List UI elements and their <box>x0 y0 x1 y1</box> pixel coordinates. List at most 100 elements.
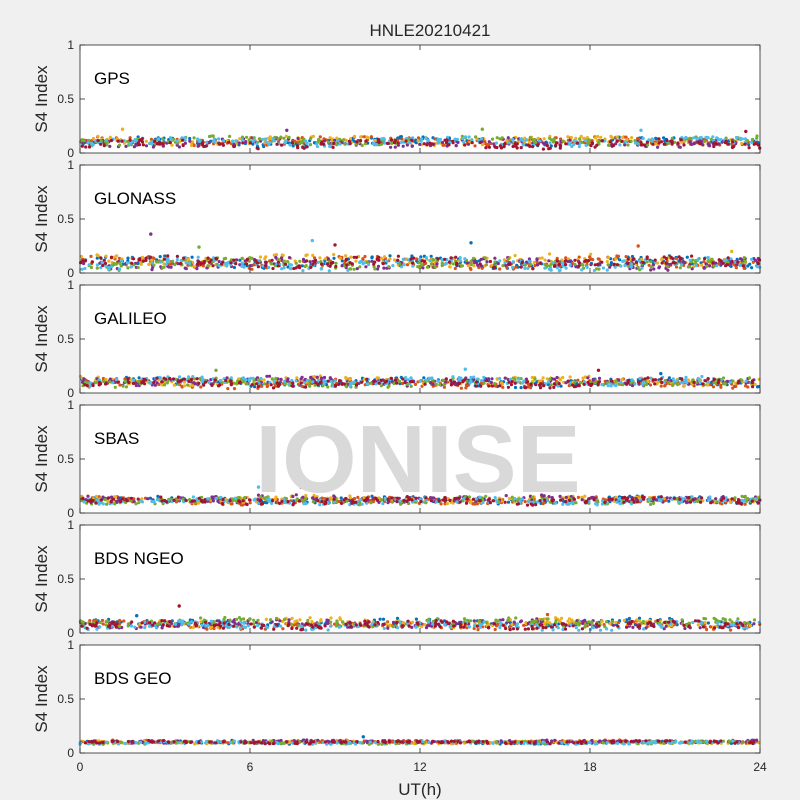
data-point <box>273 135 277 139</box>
data-point <box>543 258 547 262</box>
data-point <box>117 267 121 271</box>
data-point <box>382 266 386 270</box>
data-point <box>101 502 105 506</box>
data-point <box>736 260 740 264</box>
data-point <box>574 501 578 505</box>
data-point <box>529 382 533 386</box>
data-point <box>740 258 744 262</box>
data-point <box>86 381 90 385</box>
data-point <box>387 384 391 388</box>
data-point <box>132 145 136 149</box>
data-point <box>730 497 734 501</box>
data-point <box>513 377 517 381</box>
data-point <box>633 141 638 145</box>
data-point <box>332 141 336 146</box>
data-point <box>468 381 472 385</box>
data-point <box>478 140 482 144</box>
data-point <box>261 137 265 141</box>
data-point <box>441 378 445 382</box>
data-point <box>521 143 525 147</box>
data-point <box>176 495 180 499</box>
data-point <box>711 135 715 139</box>
data-point <box>493 496 497 500</box>
data-point <box>577 255 581 259</box>
data-point <box>171 377 176 381</box>
data-point <box>328 136 332 140</box>
data-point <box>621 383 625 387</box>
plot-area <box>80 45 760 153</box>
data-point <box>547 495 551 499</box>
data-point <box>431 257 435 262</box>
data-point <box>627 616 632 621</box>
data-point <box>144 139 148 143</box>
data-point <box>409 384 413 388</box>
data-point <box>626 380 630 385</box>
data-point <box>589 263 593 267</box>
data-point <box>209 258 213 262</box>
data-point <box>322 378 326 382</box>
data-point <box>549 138 554 142</box>
data-point <box>590 141 595 145</box>
data-point <box>240 256 244 260</box>
data-point <box>89 500 93 504</box>
data-point <box>519 265 523 269</box>
data-point <box>564 142 568 146</box>
data-point <box>685 381 689 385</box>
data-point <box>97 380 102 385</box>
data-point <box>474 384 478 388</box>
data-point <box>383 141 387 145</box>
data-point <box>481 500 485 505</box>
data-point <box>159 260 163 264</box>
data-point <box>737 498 741 502</box>
data-point <box>657 137 661 141</box>
data-point <box>555 256 559 260</box>
data-point <box>610 379 614 383</box>
data-point <box>370 255 374 259</box>
data-point <box>711 261 715 265</box>
data-point <box>461 380 465 384</box>
data-point <box>545 377 549 381</box>
data-point <box>614 383 618 388</box>
data-point <box>153 383 157 387</box>
data-point <box>709 137 713 141</box>
data-point <box>740 137 744 141</box>
data-point <box>632 500 636 504</box>
data-point <box>229 261 233 265</box>
data-point <box>688 258 692 262</box>
data-point <box>393 145 397 149</box>
data-point <box>751 260 755 264</box>
data-point <box>179 259 183 263</box>
data-point <box>577 383 581 387</box>
data-point <box>186 383 190 387</box>
data-point <box>237 495 241 500</box>
data-point <box>274 495 278 499</box>
data-point <box>682 143 686 147</box>
data-point <box>311 380 315 384</box>
data-point <box>320 140 324 145</box>
data-point <box>284 134 288 138</box>
plot-area <box>80 525 760 633</box>
data-point <box>314 258 318 262</box>
data-point <box>225 262 229 267</box>
data-point <box>89 254 93 258</box>
data-point <box>706 621 711 625</box>
data-point <box>452 499 456 503</box>
data-point <box>322 382 326 386</box>
data-point <box>86 494 90 498</box>
data-point <box>373 260 377 264</box>
data-point <box>428 141 432 145</box>
data-point <box>672 379 676 384</box>
data-point <box>88 381 92 385</box>
data-point <box>83 266 87 271</box>
data-point <box>547 147 551 151</box>
data-point <box>207 380 211 385</box>
data-point <box>341 138 345 142</box>
data-point <box>651 378 656 382</box>
data-point <box>699 136 703 140</box>
data-point <box>121 384 125 388</box>
y-axis-label: S4 Index <box>32 305 51 373</box>
data-point <box>714 497 718 501</box>
data-point <box>564 266 568 270</box>
data-point <box>150 268 154 272</box>
data-point <box>487 145 491 149</box>
